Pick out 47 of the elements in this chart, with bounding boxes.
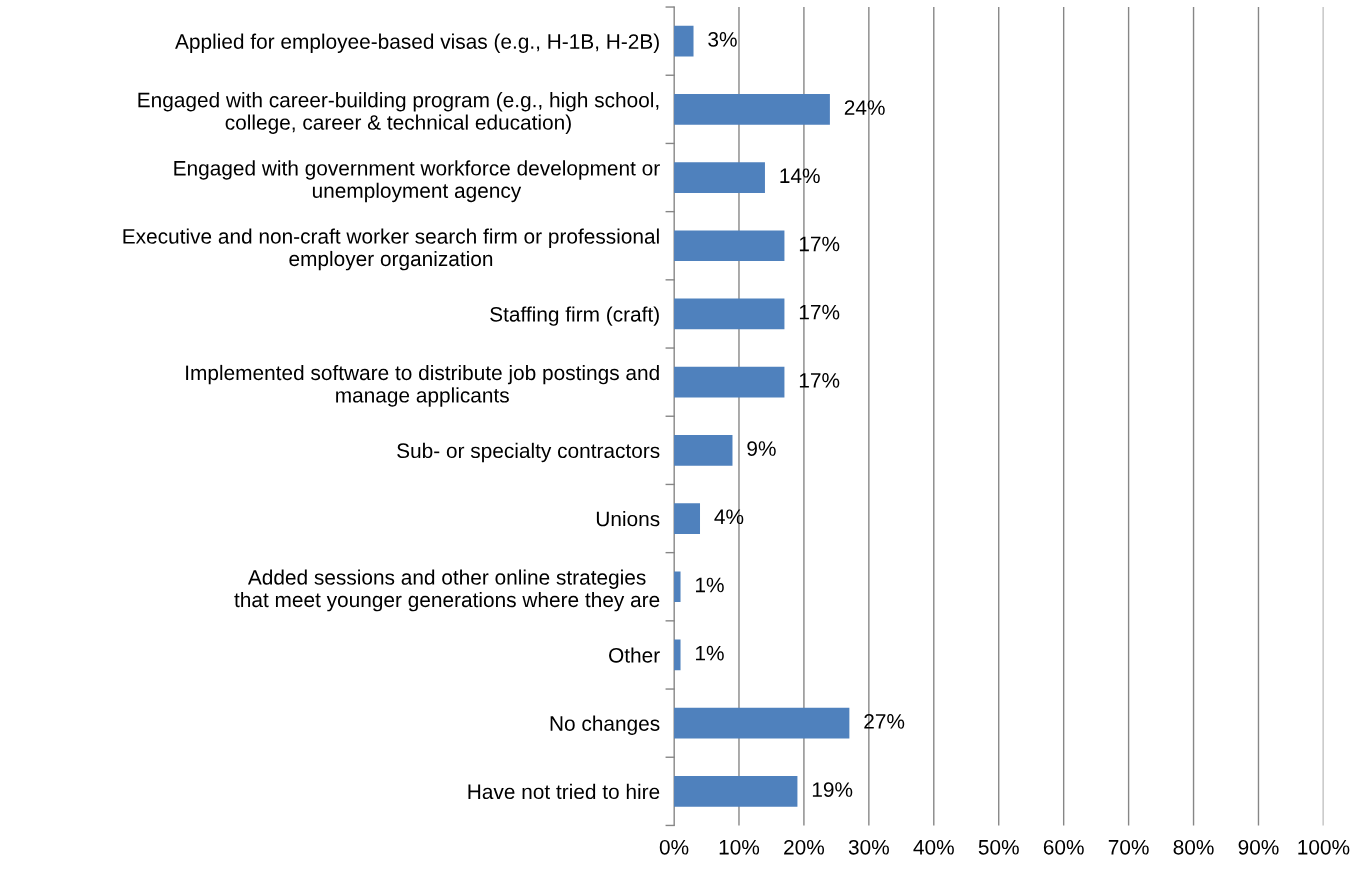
y-tick-label: Implemented software to distribute job postings and manage applicants: [186, 364, 659, 407]
data-label: 3%: [708, 31, 737, 47]
bar: [674, 25, 694, 57]
bar: [674, 162, 765, 193]
y-tick-label: Unions: [596, 510, 660, 527]
y-tick-label: Applied for employee-based visas (e.g., H-1B, H-2B): [175, 33, 659, 54]
y-tick-label: No changes: [550, 715, 660, 736]
bar: [674, 298, 785, 330]
data-label: 27%: [864, 713, 905, 729]
y-tick-label: Engaged with career-building program (e.g., high school, college, career & technical education): [138, 92, 659, 134]
data-label: 19%: [812, 782, 853, 797]
x-tick-label: 30%: [848, 839, 889, 855]
y-tick-label: Executive and non-craft worker search firm or professional employer organization: [123, 228, 659, 271]
bar: [674, 503, 701, 534]
x-tick-label: 60%: [1043, 839, 1084, 855]
y-tick-label: Other: [609, 647, 660, 663]
data-label: 14%: [780, 168, 820, 184]
data-label: 24%: [844, 100, 885, 115]
bar: [674, 435, 733, 466]
bar: [674, 571, 681, 603]
x-tick-label: 0%: [659, 839, 689, 855]
x-tick-label: 80%: [1173, 839, 1214, 855]
x-tick-label: 100%: [1298, 839, 1350, 855]
y-tick-label: Engaged with government workforce development or unemployment agency: [174, 160, 660, 203]
data-label: 1%: [696, 577, 724, 593]
bar: [674, 639, 681, 671]
bar: [674, 230, 785, 262]
y-tick-label: Have not tried to hire: [468, 783, 660, 800]
bar: [674, 366, 785, 398]
x-tick-label: 20%: [784, 839, 825, 855]
y-tick-label: Added sessions and other online strategies that meet younger generations where they are: [234, 569, 660, 612]
x-tick-label: 50%: [978, 839, 1019, 855]
bar: [674, 707, 850, 739]
data-label: 17%: [799, 236, 840, 252]
bar: [674, 94, 830, 125]
y-tick-label: Staffing firm (craft): [490, 306, 659, 326]
data-label: 1%: [696, 645, 724, 661]
x-tick-label: 40%: [913, 839, 954, 855]
x-tick-label: 70%: [1108, 839, 1149, 855]
data-label: 9%: [747, 441, 776, 456]
bar: [674, 776, 798, 807]
data-label: 4%: [714, 509, 744, 525]
data-label: 17%: [799, 304, 840, 320]
data-label: 17%: [799, 373, 840, 388]
x-tick-label: 90%: [1238, 839, 1279, 855]
y-tick-label: Sub- or specialty contractors: [397, 442, 660, 463]
x-tick-label: 10%: [719, 839, 760, 855]
